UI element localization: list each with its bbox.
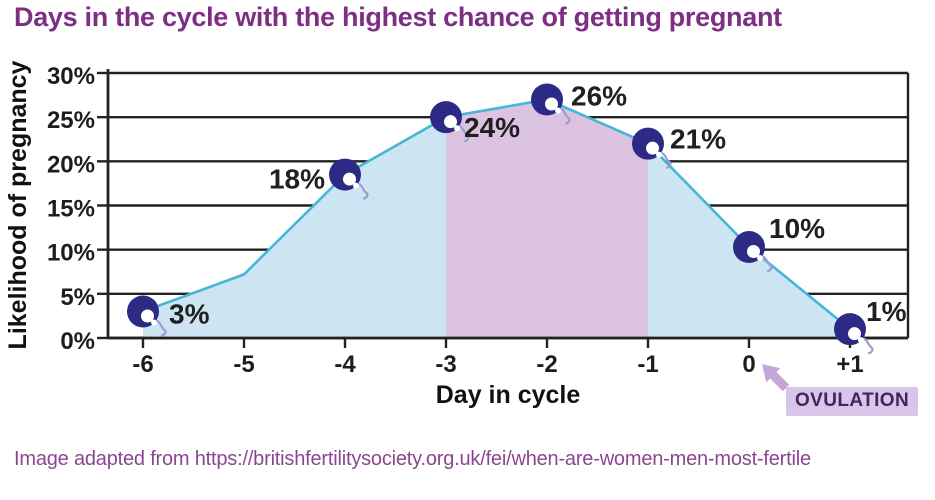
sperm-tail: [455, 125, 470, 143]
x-tick-label: -5: [233, 351, 254, 378]
chart-title: Days in the cycle with the highest chanc…: [14, 2, 782, 32]
sperm-tail: [859, 337, 874, 355]
x-tick-label: 0: [742, 351, 755, 378]
pregnancy-likelihood-line: [142, 98, 851, 331]
sperm-tail: [152, 319, 167, 337]
sperm-head-gap: [151, 319, 157, 326]
y-axis-label: Likelihood of pregnancy: [4, 60, 32, 349]
data-point-label: 10%: [769, 213, 825, 244]
sperm-tail: [657, 151, 672, 169]
sperm-head-gap: [454, 125, 460, 132]
y-tick-label: 15%: [47, 196, 95, 223]
data-point-sperm-icon: [834, 313, 874, 355]
data-point-sperm-icon: [531, 83, 571, 125]
sperm-head-hole: [646, 141, 659, 155]
sperm-head-gap: [757, 255, 763, 262]
x-axis-label: Day in cycle: [436, 381, 581, 409]
data-point-sperm-icon: [632, 127, 672, 169]
x-tick-label: -1: [637, 351, 658, 378]
sperm-head-hole: [343, 172, 356, 186]
data-point-sperm-icon: [127, 295, 167, 337]
data-point-label: 18%: [269, 164, 325, 195]
y-tick-label: 5%: [60, 284, 95, 311]
y-tick-label: 20%: [47, 151, 95, 178]
data-point-label: 3%: [169, 299, 210, 330]
x-tick-label: -6: [132, 351, 153, 378]
y-tick-label: 30%: [47, 63, 95, 90]
peak-fertility-area: [446, 99, 648, 338]
sperm-head-gap: [353, 182, 359, 189]
data-point-sperm-icon: [430, 101, 470, 143]
x-tick-label: +1: [836, 351, 863, 378]
x-tick-label: -4: [334, 351, 356, 378]
ovulation-label: OVULATION: [786, 387, 919, 416]
data-point-label: 26%: [571, 81, 627, 112]
source-attribution: Image adapted from https://britishfertil…: [14, 448, 811, 470]
sperm-head-hole: [141, 309, 154, 323]
sperm-head-hole: [444, 115, 457, 129]
sperm-head-gap: [858, 337, 864, 344]
y-tick-label: 10%: [47, 240, 95, 267]
y-tick-label: 25%: [47, 107, 95, 134]
x-tick-label: -2: [536, 351, 557, 378]
data-point-label: 1%: [866, 296, 907, 327]
y-tick-label: 0%: [60, 328, 95, 355]
sperm-tail: [556, 107, 571, 125]
ovulation-arrow-icon: [762, 364, 790, 392]
sperm-head-hole: [747, 245, 760, 259]
sperm-head-gap: [656, 151, 662, 158]
sperm-tail: [758, 254, 773, 273]
sperm-tail: [354, 182, 369, 200]
data-point-label: 21%: [670, 124, 726, 155]
sperm-head-gap: [555, 107, 561, 114]
sperm-head-hole: [545, 97, 558, 111]
data-point-sperm-icon: [329, 158, 369, 200]
sperm-head-hole: [848, 327, 861, 341]
x-tick-label: -3: [435, 351, 456, 378]
data-point-label: 24%: [464, 112, 520, 143]
data-point-sperm-icon: [733, 231, 773, 273]
